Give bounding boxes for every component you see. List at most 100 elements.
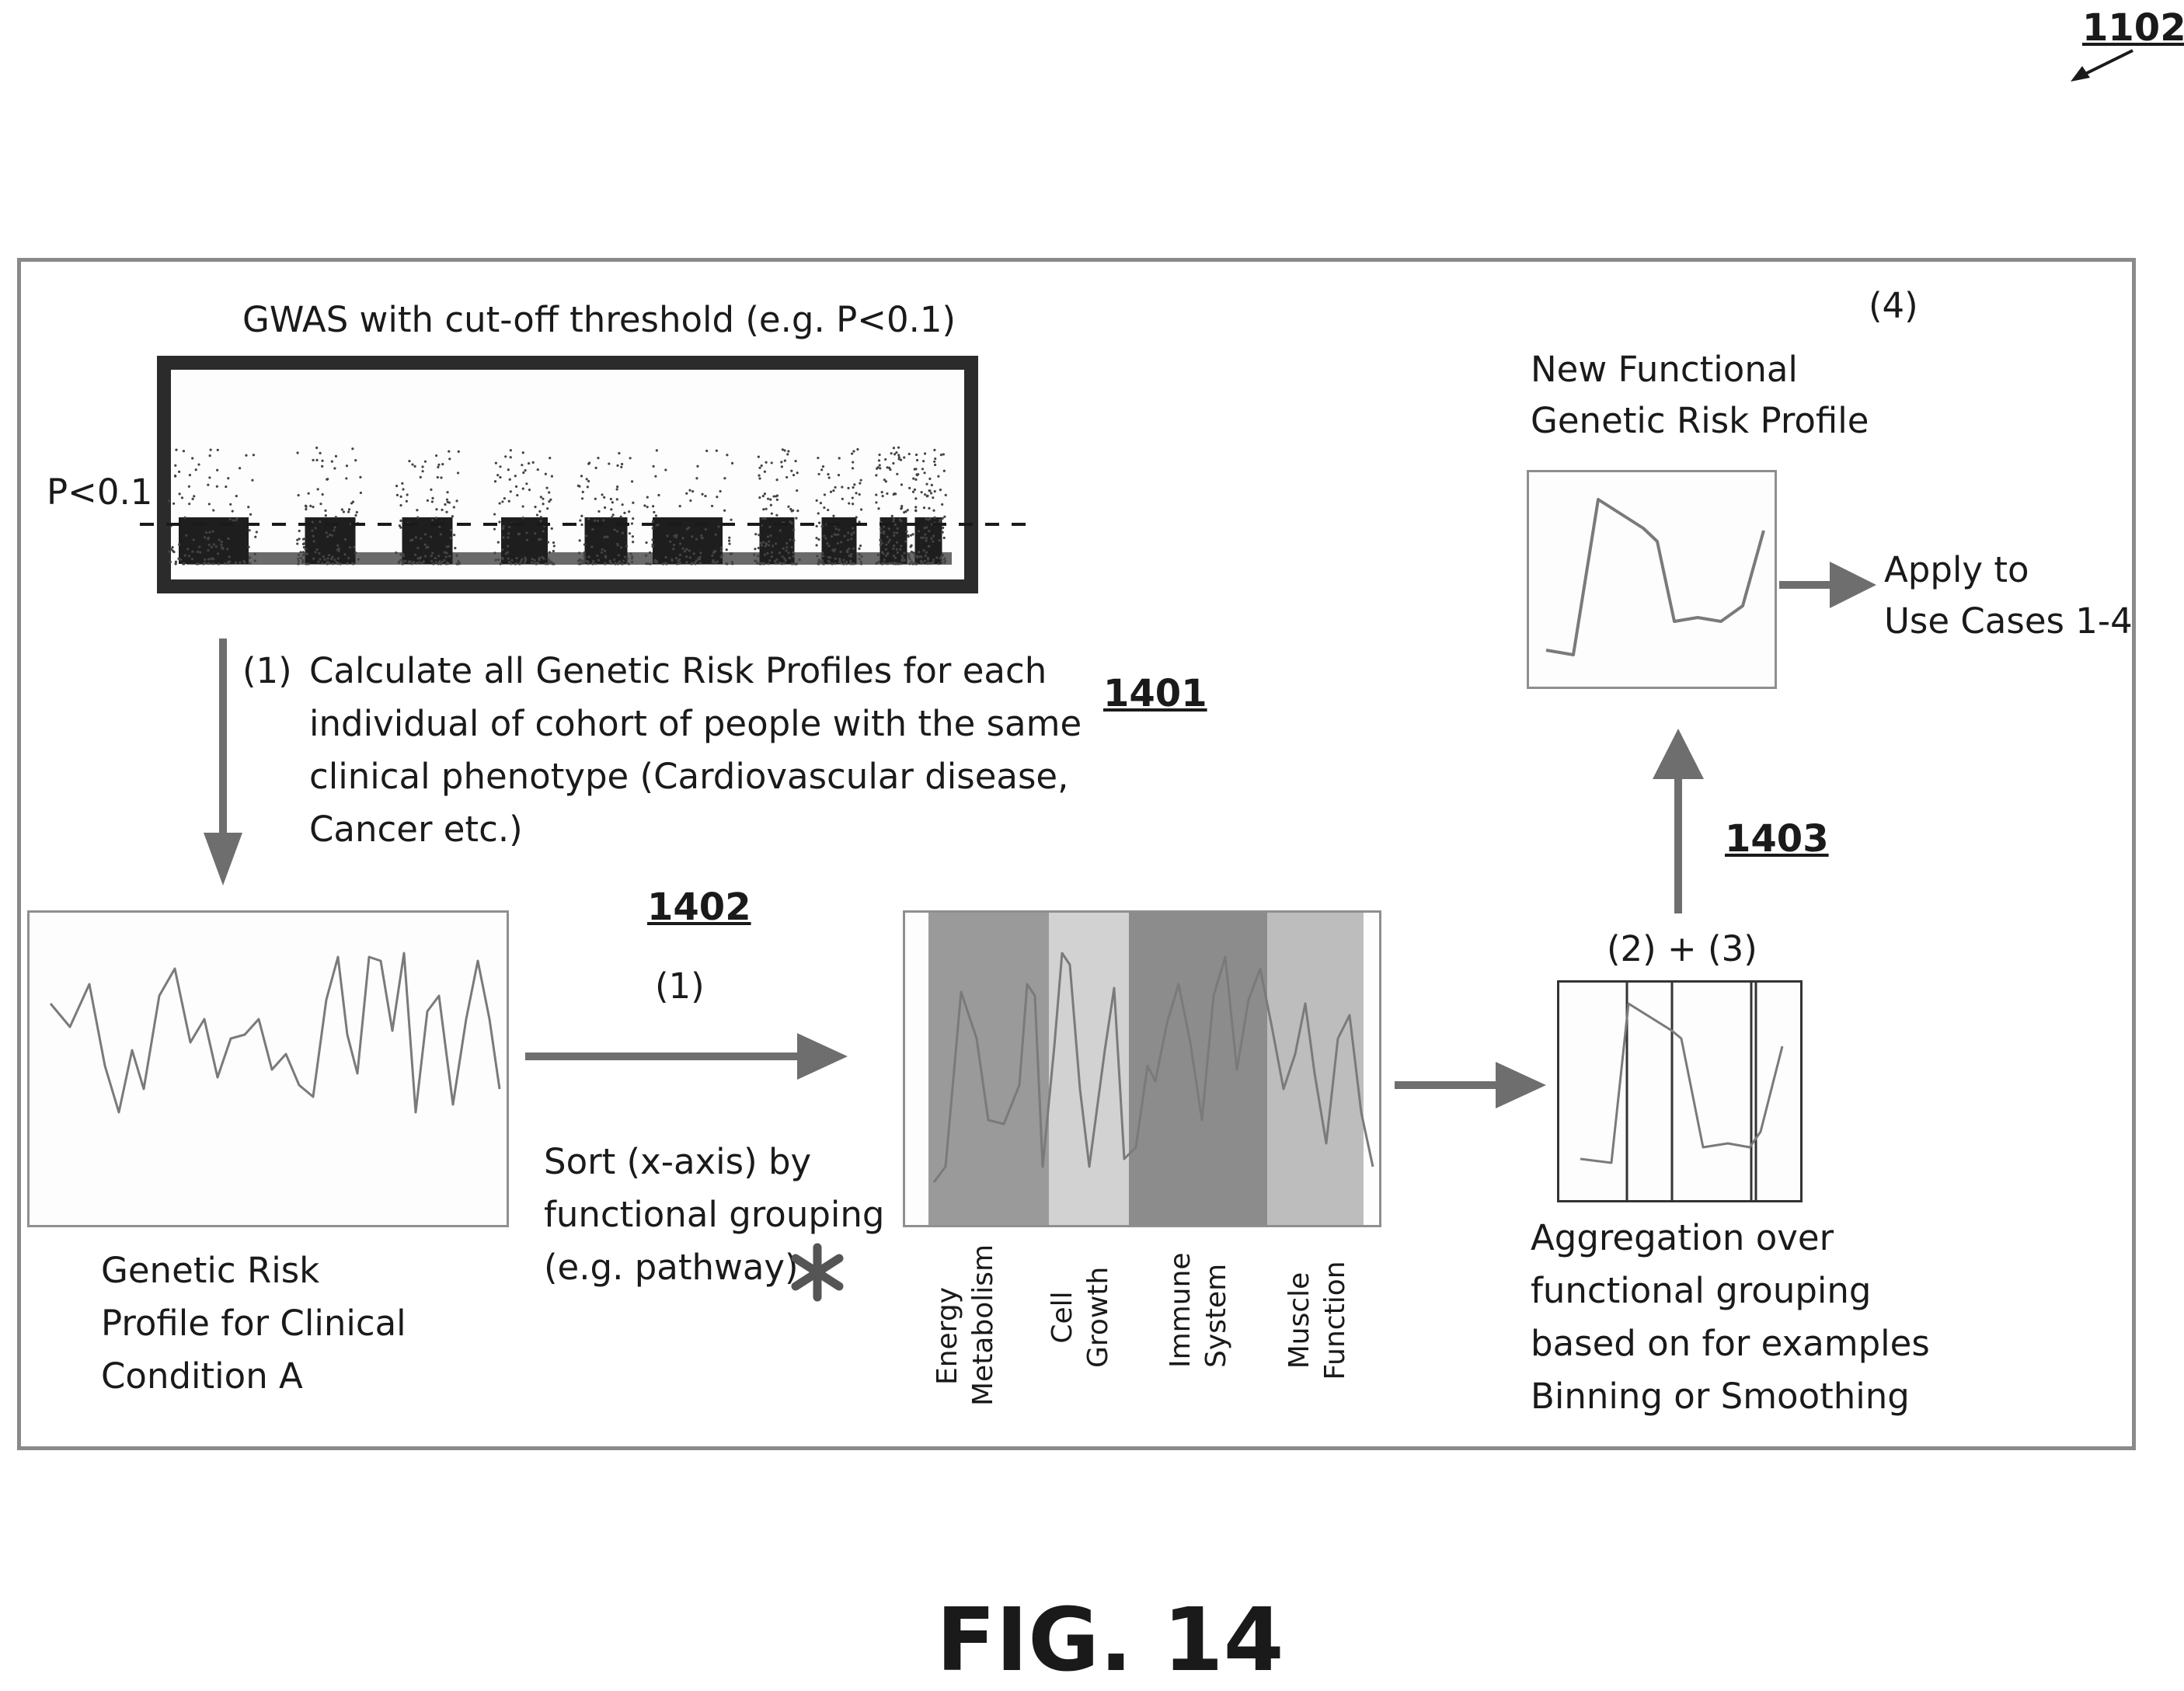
gwas-snp-point xyxy=(886,492,888,495)
gwas-snp-point xyxy=(296,451,298,454)
gwas-snp-point xyxy=(918,530,920,532)
aggregated-profile-line xyxy=(1557,980,1803,1202)
group-label-muscle-function: MuscleFunction xyxy=(1282,1258,1357,1383)
gwas-snp-point xyxy=(681,537,684,539)
gwas-snp-point xyxy=(595,467,597,469)
gwas-snp-point xyxy=(784,459,786,461)
gwas-snp-point xyxy=(761,465,763,467)
gwas-snp-point xyxy=(542,503,545,505)
gwas-snp-point xyxy=(815,544,817,546)
gwas-snp-point xyxy=(496,474,499,476)
gwas-snp-point xyxy=(420,476,422,478)
gwas-snp-point xyxy=(534,506,536,508)
gwas-snp-point xyxy=(545,473,547,475)
gwas-snp-point xyxy=(523,562,525,564)
gwas-snp-point xyxy=(837,542,839,545)
aggregate-right-arrow xyxy=(1395,1058,1550,1112)
gwas-snp-point xyxy=(308,492,310,495)
gwas-snp-point xyxy=(454,547,456,549)
gwas-snp-point xyxy=(597,510,600,513)
gwas-snp-point xyxy=(656,560,658,562)
gwas-snp-point xyxy=(321,465,323,468)
gwas-snp-point xyxy=(693,552,695,555)
gwas-snp-point xyxy=(197,463,200,465)
sort-line-1: Sort (x-axis) by xyxy=(544,1136,811,1188)
gwas-snp-point xyxy=(614,562,616,564)
gwas-snp-point xyxy=(789,538,791,541)
gwas-snp-point xyxy=(942,554,944,556)
gwas-snp-point xyxy=(298,560,300,562)
gwas-snp-point xyxy=(852,496,854,499)
gwas-snp-point xyxy=(930,492,932,494)
gwas-snp-point xyxy=(792,510,794,512)
gwas-snp-point xyxy=(611,516,613,518)
gwas-threshold-label: P<0.1 xyxy=(47,466,152,519)
gwas-snp-point xyxy=(883,478,886,481)
gwas-snp-point xyxy=(785,542,788,545)
gwas-snp-point xyxy=(645,562,647,565)
gwas-snp-point xyxy=(822,465,824,468)
gwas-snp-point xyxy=(690,562,692,565)
gwas-snp-point xyxy=(895,451,897,454)
gwas-snp-point xyxy=(823,506,825,509)
gwas-snp-point xyxy=(247,506,249,508)
gwas-snp-point xyxy=(764,517,766,520)
gwas-snp-point xyxy=(789,557,791,559)
gwas-snp-point xyxy=(297,562,299,565)
gwas-snp-point xyxy=(689,499,691,502)
gwas-snp-point xyxy=(205,531,207,534)
gwas-snp-point xyxy=(531,558,534,560)
gwas-snp-point xyxy=(409,539,412,541)
gwas-snp-point xyxy=(852,467,854,469)
gwas-snp-point xyxy=(248,546,250,548)
gwas-snp-point xyxy=(421,470,423,472)
gwas-snp-point xyxy=(524,469,526,471)
sorted-profile-trace xyxy=(934,953,1373,1182)
gwas-snp-point xyxy=(939,557,942,559)
gwas-snp-point xyxy=(760,562,762,565)
gwas-snp-point xyxy=(847,487,849,489)
gwas-snp-point xyxy=(944,557,946,559)
gwas-snp-point xyxy=(314,551,316,553)
sort-step-number: (1) xyxy=(655,960,705,1013)
gwas-snp-point xyxy=(601,493,603,496)
gwas-snp-point xyxy=(928,507,930,510)
gwas-snp-point xyxy=(856,448,859,451)
gwas-snp-point xyxy=(905,531,907,533)
gwas-snp-point xyxy=(914,509,917,511)
gwas-snp-point xyxy=(879,467,881,469)
gwas-snp-point xyxy=(179,558,182,561)
gwas-snp-point xyxy=(534,532,536,534)
gwas-snp-point xyxy=(893,531,896,534)
gwas-snp-point xyxy=(767,498,769,500)
gwas-snp-point xyxy=(591,562,594,565)
gwas-snp-point xyxy=(604,555,607,557)
gwas-snp-point xyxy=(897,551,899,554)
gwas-snp-point xyxy=(549,499,552,501)
gwas-snp-point xyxy=(616,498,618,500)
gwas-snp-point xyxy=(875,501,877,503)
gwas-snp-point xyxy=(304,552,306,555)
gwas-snp-point xyxy=(618,452,620,454)
gwas-snp-point xyxy=(218,539,220,541)
gwas-snp-point xyxy=(493,551,496,554)
gwas-snp-point xyxy=(528,489,531,491)
gwas-snp-point xyxy=(208,544,211,546)
gwas-snp-point xyxy=(669,541,671,543)
gwas-snp-point xyxy=(186,548,189,550)
gwas-snp-point xyxy=(416,547,419,549)
step1-number: (1) xyxy=(242,645,292,698)
gwas-snp-point xyxy=(768,559,771,562)
asterisk-icon xyxy=(786,1241,848,1303)
gwas-snp-point xyxy=(324,558,326,561)
gwas-snp-point xyxy=(199,551,201,553)
gwas-snp-point xyxy=(816,499,818,502)
gwas-snp-point xyxy=(413,561,415,563)
gwas-snp-point xyxy=(841,498,844,500)
gwas-snp-point xyxy=(522,451,524,454)
gwas-snp-point xyxy=(524,556,526,558)
gwas-snp-point xyxy=(685,561,688,563)
gwas-snp-point xyxy=(945,494,947,496)
gwas-snp-point xyxy=(587,562,590,565)
gwas-snp-point xyxy=(329,534,331,536)
